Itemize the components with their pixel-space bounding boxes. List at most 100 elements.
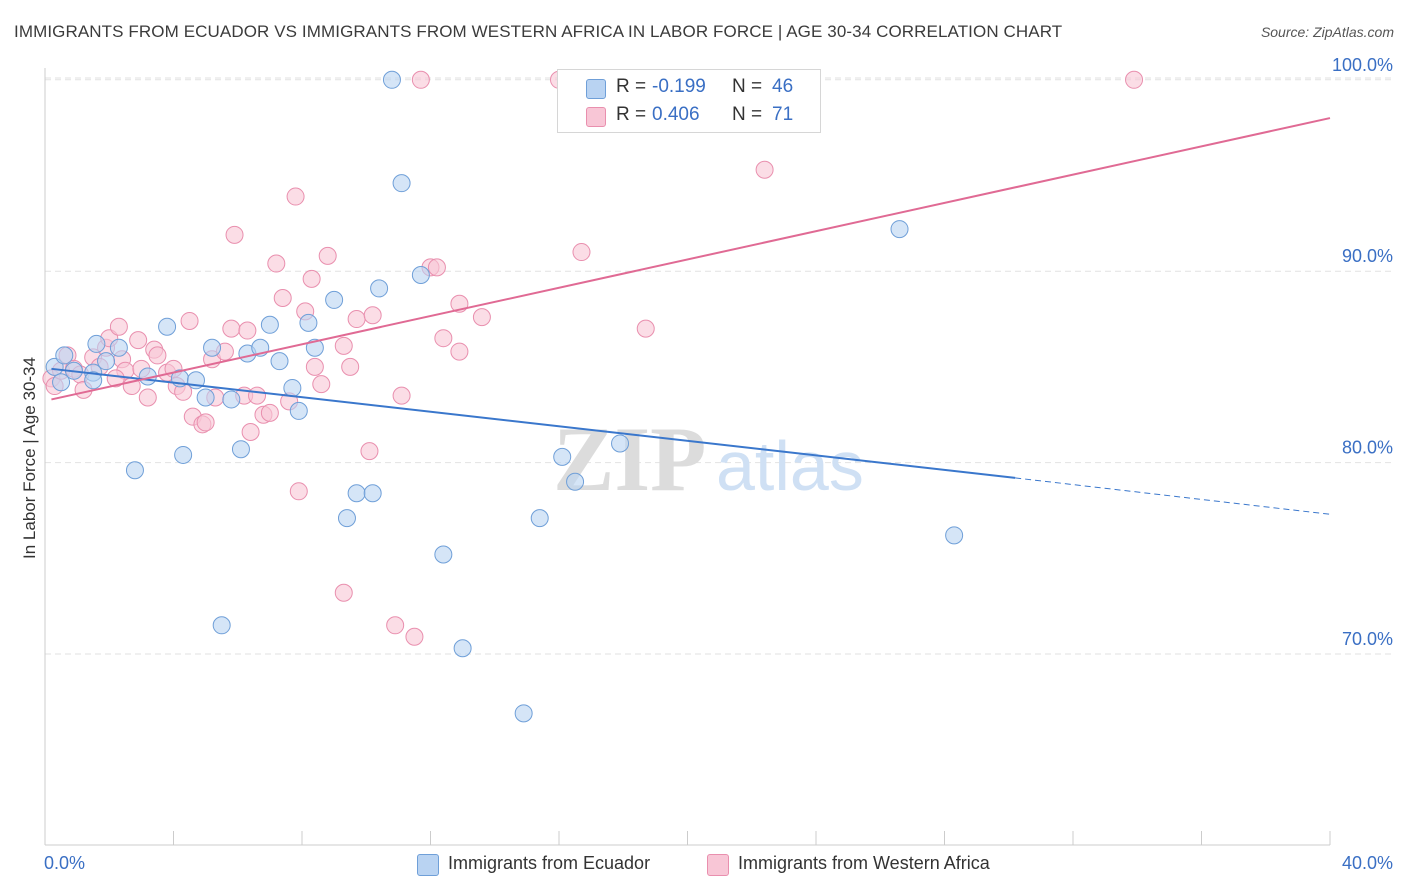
- ecuador-point: [530, 509, 549, 528]
- ecuador-point: [203, 338, 222, 357]
- western-africa-point: [138, 388, 157, 407]
- western-africa-point: [450, 342, 469, 361]
- western-africa-point: [434, 329, 453, 348]
- legend-row-western-africa: R = 0.406 N = 71: [558, 101, 820, 129]
- western-africa-point: [267, 254, 286, 273]
- source-label: Source: ZipAtlas.com: [1260, 24, 1394, 40]
- western-africa-point: [334, 336, 353, 355]
- western-africa-point: [360, 442, 379, 461]
- ecuador-point: [514, 704, 533, 723]
- ecuador-point: [222, 390, 241, 409]
- western-africa-point: [222, 319, 241, 338]
- ecuador-point: [945, 526, 964, 545]
- western-africa-point: [341, 357, 360, 376]
- ecuador-point: [382, 70, 401, 89]
- ecuador-point: [52, 373, 71, 392]
- legend-n-value: 71: [772, 104, 794, 125]
- ecuador-point: [553, 447, 572, 466]
- ecuador-point: [84, 371, 103, 390]
- ecuador-point: [125, 461, 144, 480]
- ecuador-point: [305, 338, 324, 357]
- ecuador-point: [174, 445, 193, 464]
- legend-swatch-ecuador: [417, 854, 439, 876]
- western-africa-point: [302, 269, 321, 288]
- western-africa-point: [248, 386, 267, 405]
- western-africa-point: [241, 422, 260, 441]
- ecuador-point: [270, 352, 289, 371]
- ecuador-trend-extension: [1015, 477, 1331, 515]
- legend-row-ecuador: R = -0.199 N = 46: [558, 73, 820, 101]
- ecuador-point: [411, 266, 430, 285]
- y-axis-label: In Labor Force | Age 30-34: [20, 357, 39, 559]
- legend-r-value: 0.406: [652, 104, 700, 125]
- ecuador-point: [109, 338, 128, 357]
- ecuador-point: [87, 334, 106, 353]
- western-africa-trend-line: [51, 117, 1331, 401]
- ecuador-point: [55, 346, 74, 365]
- legend-swatch-western-africa: [586, 107, 606, 127]
- ecuador-point: [347, 484, 366, 503]
- western-africa-point: [273, 288, 292, 307]
- ecuador-point: [370, 279, 389, 298]
- western-africa-point: [196, 413, 215, 432]
- western-africa-point: [1125, 70, 1144, 89]
- ecuador-point: [45, 357, 64, 376]
- y-tick-label: 100.0%: [1332, 55, 1393, 75]
- legend-n-label: N =: [732, 104, 763, 125]
- x-tick-label: 0.0%: [44, 853, 85, 873]
- western-africa-point: [289, 482, 308, 501]
- western-africa-point: [260, 403, 279, 422]
- ecuador-point: [890, 220, 909, 239]
- ecuador-point: [453, 639, 472, 658]
- legend-label-western-africa: Immigrants from Western Africa: [738, 853, 990, 873]
- ecuador-point: [158, 317, 177, 336]
- legend-swatch-ecuador: [586, 79, 606, 99]
- western-africa-point: [334, 583, 353, 602]
- legend-r-label: R =: [616, 104, 647, 125]
- ecuador-trend-line: [51, 367, 1016, 479]
- axes: [44, 68, 1331, 846]
- ecuador-point: [231, 440, 250, 459]
- western-africa-point: [312, 375, 331, 394]
- western-africa-point: [225, 225, 244, 244]
- western-africa-point: [427, 258, 446, 277]
- ecuador-point: [299, 313, 318, 332]
- western-africa-point: [347, 310, 366, 329]
- grid-lines: [45, 77, 1393, 655]
- watermark-zip: ZIP: [553, 408, 706, 510]
- ecuador-point: [325, 290, 344, 309]
- y-tick-label: 70.0%: [1342, 629, 1393, 649]
- western-africa-point: [392, 386, 411, 405]
- chart-title: IMMIGRANTS FROM ECUADOR VS IMMIGRANTS FR…: [14, 22, 1063, 41]
- legend-n-label: N =: [732, 76, 763, 97]
- ecuador-point: [363, 484, 382, 503]
- ecuador-point: [392, 174, 411, 193]
- ecuador-point: [289, 401, 308, 420]
- trend-lines: [51, 117, 1331, 515]
- western-africa-point: [238, 321, 257, 340]
- ecuador-point: [434, 545, 453, 564]
- ecuador-point: [566, 472, 585, 491]
- western-africa-point: [129, 331, 148, 350]
- western-africa-point: [411, 70, 430, 89]
- stats-legend: R = -0.199 N = 46 R = 0.406 N = 71: [557, 69, 821, 133]
- western-africa-point: [755, 160, 774, 179]
- western-africa-point: [106, 369, 125, 388]
- ecuador-point: [337, 509, 356, 528]
- watermark-atlas: atlas: [716, 427, 864, 505]
- legend-r-value: -0.199: [652, 76, 706, 97]
- ecuador-point: [260, 315, 279, 334]
- tick-labels: 70.0% 80.0% 90.0% 100.0% 0.0% 40.0%: [44, 55, 1393, 873]
- western-africa-points: [42, 70, 1144, 646]
- x-tick-label: 40.0%: [1342, 853, 1393, 873]
- western-africa-point: [572, 243, 591, 262]
- ecuador-point: [212, 616, 231, 635]
- western-africa-point: [472, 308, 491, 327]
- watermark: ZIP atlas: [553, 408, 864, 510]
- ecuador-point: [196, 388, 215, 407]
- legend-n-value: 46: [772, 76, 794, 97]
- ecuador-point: [611, 434, 630, 453]
- western-africa-point: [318, 246, 337, 265]
- western-africa-point: [180, 311, 199, 330]
